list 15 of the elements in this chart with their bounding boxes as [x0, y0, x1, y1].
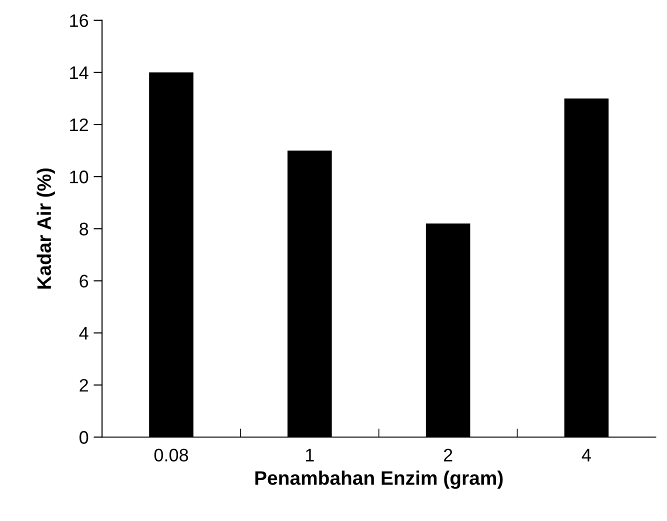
y-tick-label: 12: [70, 118, 88, 132]
y-tick-label: 2: [80, 378, 88, 392]
x-tick-label: 0.08: [154, 448, 188, 462]
y-tick-label: 14: [70, 66, 88, 79]
x-axis-title: Penambahan Enzim (gram): [255, 470, 503, 489]
y-tick-label: 10: [70, 170, 88, 184]
x-tick-label: 4: [582, 448, 591, 462]
y-tick-label: 4: [79, 327, 88, 340]
x-tick-label: 2: [444, 448, 452, 462]
y-tick-label: 16: [70, 14, 88, 28]
y-tick-label: 0: [80, 431, 88, 444]
y-tick-label: 8: [80, 222, 88, 236]
y-axis-title: Kadar Air (%): [36, 168, 55, 289]
x-tick-label: 1: [306, 448, 314, 462]
y-tick-label: 6: [80, 274, 88, 288]
